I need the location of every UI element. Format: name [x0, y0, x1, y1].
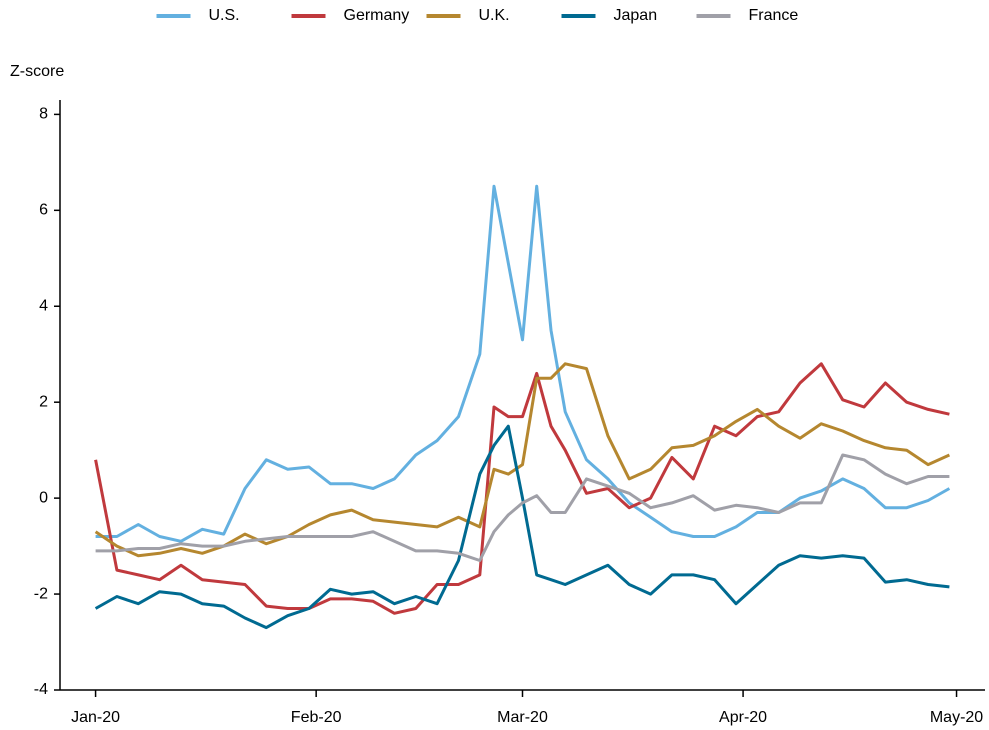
- series-line: [94, 424, 950, 630]
- x-tick-label: May-20: [930, 709, 983, 726]
- x-tick-label: Feb-20: [291, 709, 342, 726]
- y-tick-label: 6: [39, 202, 48, 219]
- legend-label: U.K.: [479, 7, 510, 24]
- legend-label: Germany: [344, 7, 410, 24]
- y-tick-label: 8: [39, 106, 48, 123]
- legend-label: U.S.: [209, 7, 240, 24]
- y-tick-label: 0: [39, 489, 48, 506]
- x-tick-label: Jan-20: [71, 709, 120, 726]
- series-line: [95, 184, 951, 543]
- y-tick-label: -4: [34, 681, 48, 698]
- legend-label: Japan: [614, 7, 658, 24]
- x-tick-label: Mar-20: [497, 709, 548, 726]
- y-tick-label: 2: [39, 393, 48, 410]
- series-line: [95, 453, 950, 562]
- y-tick-label: 4: [39, 297, 48, 314]
- series-line: [94, 362, 951, 558]
- series-line: [94, 362, 950, 615]
- y-tick-label: -2: [34, 585, 48, 602]
- legend-label: France: [749, 7, 799, 24]
- y-axis-label: Z-score: [10, 63, 64, 80]
- x-tick-label: Apr-20: [719, 709, 767, 726]
